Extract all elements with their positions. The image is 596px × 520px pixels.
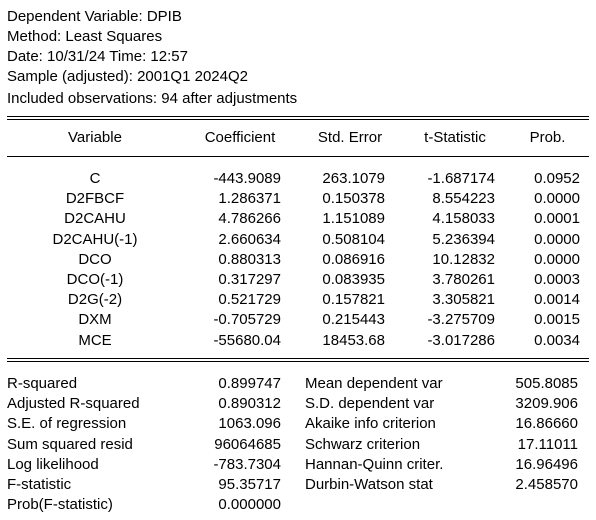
prob-cell: 0.0000 (534, 190, 580, 207)
coefficient-cell: 0.317297 (218, 271, 281, 288)
table-top-rule-2 (7, 119, 589, 120)
stat-value-left: 0.890312 (218, 395, 281, 412)
variable-cell: DXM (78, 311, 112, 328)
std-error-cell: 0.215443 (322, 311, 385, 328)
prob-cell: 0.0015 (534, 311, 580, 328)
stat-label-left: Prob(F-statistic) (7, 496, 113, 513)
variable-cell: DCO (78, 251, 112, 268)
coefficient-cell: 0.880313 (218, 251, 281, 268)
stat-value-right: 2.458570 (515, 476, 578, 493)
t-statistic-cell: 4.158033 (432, 210, 495, 227)
coefficient-cell: 4.786266 (218, 210, 281, 227)
variable-cell: D2CAHU (64, 210, 126, 227)
column-header-t-statistic: t-Statistic (424, 129, 486, 146)
method-line: Method: Least Squares (7, 28, 163, 45)
coefficient-cell: -443.9089 (213, 170, 281, 187)
variable-cell: MCE (78, 332, 112, 349)
stat-value-left: -783.7304 (213, 456, 281, 473)
std-error-cell: 0.157821 (322, 291, 385, 308)
stat-label-left: R-squared (7, 375, 78, 392)
t-statistic-cell: 3.780261 (432, 271, 495, 288)
stat-value-right: 17.11011 (517, 436, 578, 453)
stat-value-right: 505.8085 (515, 375, 578, 392)
stat-value-left: 96064685 (214, 436, 281, 453)
t-statistic-cell: 3.305821 (432, 291, 495, 308)
variable-cell: D2G(-2) (67, 291, 123, 308)
coefficient-cell: -55680.04 (213, 332, 281, 349)
coefficient-cell: 1.286371 (218, 190, 281, 207)
std-error-cell: 1.151089 (322, 210, 385, 227)
stat-label-right: Mean dependent var (305, 375, 443, 392)
stat-label-right: Akaike info criterion (305, 415, 436, 432)
std-error-cell: 18453.68 (322, 332, 385, 349)
variable-cell: C (89, 170, 101, 187)
stat-label-right: Durbin-Watson stat (305, 476, 433, 493)
stat-value-right: 16.86660 (515, 415, 578, 432)
prob-cell: 0.0952 (534, 170, 580, 187)
stat-value-left: 95.35717 (218, 476, 281, 493)
coefficient-cell: 2.660634 (218, 231, 281, 248)
prob-cell: 0.0000 (534, 251, 580, 268)
stat-value-left: 1063.096 (218, 415, 281, 432)
date-time-line: Date: 10/31/24 Time: 12:57 (7, 48, 188, 65)
stat-value-left: 0.899747 (218, 375, 281, 392)
stat-label-right: Hannan-Quinn criter. (305, 456, 444, 473)
header-separator-rule (7, 156, 589, 157)
std-error-cell: 0.508104 (322, 231, 385, 248)
t-statistic-cell: -1.687174 (427, 170, 495, 187)
coefficient-cell: -0.705729 (213, 311, 281, 328)
prob-cell: 0.0034 (534, 332, 580, 349)
t-statistic-cell: 10.12832 (432, 251, 495, 268)
stat-label-left: S.E. of regression (7, 415, 127, 432)
stat-label-right: S.D. dependent var (305, 395, 435, 412)
stat-label-left: F-statistic (7, 476, 72, 493)
stat-value-left: 0.000000 (218, 496, 281, 513)
variable-cell: D2CAHU(-1) (52, 231, 138, 248)
column-header-prob: Prob. (529, 129, 566, 146)
std-error-cell: 0.086916 (322, 251, 385, 268)
column-header-coefficient: Coefficient (204, 129, 276, 146)
t-statistic-cell: 8.554223 (432, 190, 495, 207)
variable-cell: DCO(-1) (66, 271, 124, 288)
t-statistic-cell: 5.236394 (432, 231, 495, 248)
stat-label-left: Sum squared resid (7, 436, 133, 453)
prob-cell: 0.0000 (534, 231, 580, 248)
table-middle-rule-2 (7, 361, 589, 362)
variable-cell: D2FBCF (65, 190, 125, 207)
observations-line: Included observations: 94 after adjustme… (7, 90, 298, 107)
t-statistic-cell: -3.017286 (427, 332, 495, 349)
sample-line: Sample (adjusted): 2001Q1 2024Q2 (7, 68, 248, 85)
coefficient-cell: 0.521729 (218, 291, 281, 308)
std-error-cell: 0.083935 (322, 271, 385, 288)
table-middle-rule (7, 358, 589, 359)
prob-cell: 0.0014 (534, 291, 580, 308)
dependent-variable-line: Dependent Variable: DPIB (7, 8, 182, 25)
std-error-cell: 263.1079 (322, 170, 385, 187)
stat-value-right: 16.96496 (515, 456, 578, 473)
stat-label-left: Log likelihood (7, 456, 99, 473)
t-statistic-cell: -3.275709 (427, 311, 495, 328)
prob-cell: 0.0003 (534, 271, 580, 288)
column-header-std-error: Std. Error (317, 129, 383, 146)
stat-value-right: 3209.906 (515, 395, 578, 412)
stat-label-right: Schwarz criterion (305, 436, 421, 453)
table-top-rule (7, 116, 589, 117)
std-error-cell: 0.150378 (322, 190, 385, 207)
prob-cell: 0.0001 (534, 210, 580, 227)
column-header-variable: Variable (68, 129, 122, 146)
stat-label-left: Adjusted R-squared (7, 395, 140, 412)
